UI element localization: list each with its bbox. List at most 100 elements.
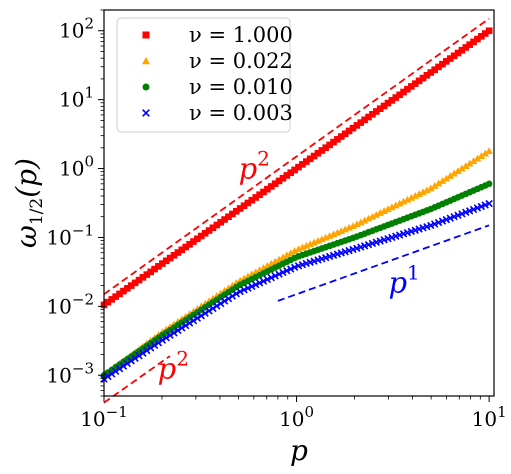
data-point bbox=[438, 217, 447, 225]
data-point bbox=[391, 201, 400, 209]
data-point bbox=[275, 255, 283, 263]
data-point bbox=[477, 202, 486, 211]
data-point bbox=[162, 334, 170, 342]
data-point bbox=[123, 359, 132, 368]
legend-label: ν = 0.022 bbox=[189, 49, 293, 73]
data-point bbox=[139, 349, 147, 357]
data-point bbox=[244, 284, 252, 292]
data-point bbox=[194, 235, 201, 243]
data-point bbox=[465, 159, 474, 167]
data-point bbox=[143, 346, 151, 355]
data-point bbox=[295, 163, 302, 171]
data-point bbox=[224, 294, 233, 303]
data-point bbox=[220, 297, 229, 305]
data-point bbox=[154, 339, 163, 347]
data-point bbox=[314, 149, 322, 157]
legend-entry-0-010: ν = 0.010 bbox=[142, 75, 293, 99]
data-point bbox=[201, 309, 209, 318]
data-point bbox=[127, 357, 135, 365]
data-point bbox=[127, 282, 135, 289]
y-tick-label: 10−1 bbox=[46, 221, 94, 249]
data-point bbox=[465, 207, 474, 215]
data-point bbox=[291, 166, 298, 174]
data-point bbox=[213, 221, 221, 229]
data-point bbox=[287, 169, 295, 176]
data-point bbox=[322, 144, 330, 151]
data-point bbox=[155, 263, 162, 270]
data-point bbox=[147, 268, 154, 276]
data-point bbox=[256, 191, 263, 199]
data-point bbox=[446, 214, 454, 222]
data-point bbox=[368, 212, 377, 220]
data-point bbox=[439, 60, 446, 68]
data-point bbox=[481, 30, 489, 37]
legend-entry-0-003: ν = 0.003 bbox=[142, 101, 293, 125]
data-point bbox=[186, 240, 193, 248]
data-point bbox=[478, 33, 485, 40]
data-point bbox=[174, 326, 182, 335]
data-point bbox=[139, 274, 147, 281]
data-point bbox=[357, 119, 365, 126]
data-point bbox=[159, 260, 166, 267]
data-point bbox=[275, 270, 283, 278]
data-point bbox=[466, 41, 473, 48]
data-point bbox=[217, 299, 225, 308]
data-point bbox=[275, 177, 283, 185]
data-point bbox=[395, 199, 404, 207]
data-point bbox=[209, 304, 217, 313]
series-0-003 bbox=[100, 199, 493, 383]
data-point bbox=[442, 215, 451, 224]
x-axis-label: p bbox=[290, 434, 308, 467]
legend-marker bbox=[142, 83, 150, 91]
data-point bbox=[181, 321, 190, 330]
data-point bbox=[481, 201, 489, 209]
data-point bbox=[197, 232, 205, 240]
data-point bbox=[263, 275, 272, 284]
data-point bbox=[341, 130, 349, 138]
data-point bbox=[443, 58, 450, 65]
data-point bbox=[462, 44, 470, 51]
slope-annotation: p1 bbox=[388, 260, 419, 299]
data-point bbox=[255, 279, 264, 287]
data-point bbox=[411, 192, 420, 199]
data-point bbox=[283, 172, 291, 179]
data-point bbox=[353, 122, 361, 129]
data-point bbox=[330, 138, 337, 146]
data-point bbox=[474, 35, 481, 43]
data-point bbox=[267, 273, 275, 282]
data-point bbox=[279, 253, 287, 261]
data-point bbox=[372, 210, 381, 218]
x-tick-label: 100 bbox=[279, 403, 314, 431]
data-point bbox=[124, 285, 131, 292]
data-point bbox=[430, 220, 439, 228]
data-point bbox=[403, 195, 412, 203]
y-tick-label: 102 bbox=[59, 15, 94, 43]
data-point bbox=[174, 249, 182, 256]
data-point bbox=[209, 224, 217, 232]
data-point bbox=[458, 210, 466, 218]
data-point bbox=[205, 307, 213, 315]
data-point bbox=[438, 177, 447, 184]
data-point bbox=[178, 246, 186, 254]
data-point bbox=[469, 157, 478, 164]
data-point bbox=[361, 116, 368, 124]
data-point bbox=[271, 272, 279, 280]
data-point bbox=[427, 221, 435, 230]
data-point bbox=[108, 296, 116, 303]
data-point bbox=[279, 268, 287, 277]
data-point bbox=[279, 174, 287, 182]
data-point bbox=[283, 251, 291, 259]
data-point bbox=[458, 46, 466, 54]
data-point bbox=[353, 220, 361, 228]
data-point bbox=[112, 293, 119, 300]
data-point bbox=[392, 94, 400, 101]
data-point bbox=[376, 209, 384, 216]
data-point bbox=[356, 218, 365, 226]
data-point bbox=[415, 190, 423, 198]
data-point bbox=[143, 271, 151, 278]
data-point bbox=[431, 66, 438, 74]
data-point bbox=[283, 267, 291, 275]
legend-marker bbox=[142, 109, 150, 117]
data-point bbox=[104, 298, 112, 306]
